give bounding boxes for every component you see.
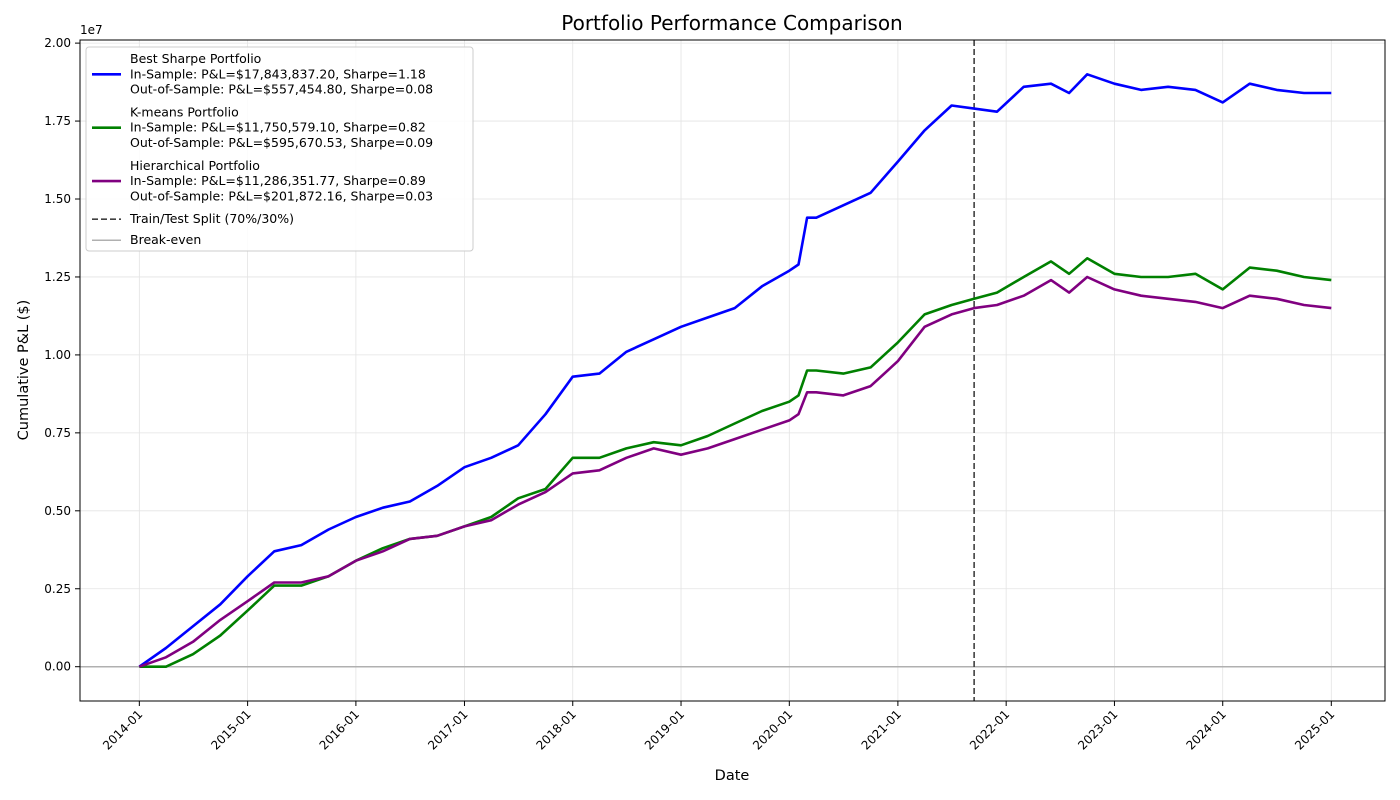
legend-entry-text: Break-even <box>130 232 201 247</box>
y-offset-label: 1e7 <box>80 23 103 37</box>
y-tick-label: 1.50 <box>44 192 71 206</box>
series-lines <box>138 73 1332 668</box>
legend-entry-text: Train/Test Split (70%/30%) <box>129 211 294 226</box>
x-tick-label: 2025-01 <box>1292 707 1337 752</box>
legend-entry-text: Out-of-Sample: P&L=$595,670.53, Sharpe=0… <box>130 135 433 150</box>
legend-entry-text: In-Sample: P&L=$11,286,351.77, Sharpe=0.… <box>130 173 426 188</box>
y-tick-label: 0.75 <box>44 426 71 440</box>
y-tick-label: 0.00 <box>44 660 71 674</box>
series-line-0 <box>138 73 1332 668</box>
x-tick-label: 2015-01 <box>208 707 253 752</box>
chart-title: Portfolio Performance Comparison <box>561 11 902 35</box>
x-tick-label: 2019-01 <box>642 707 687 752</box>
series-line-2 <box>138 275 1332 668</box>
series-line-1 <box>139 257 1332 668</box>
y-tick-label: 0.25 <box>44 582 71 596</box>
x-axis-ticks: 2014-01 2015-01 2016-01 2017-01 2018-01 2019-… <box>100 701 1337 753</box>
y-tick-label: 1.75 <box>44 114 71 128</box>
x-tick-label: 2018-01 <box>534 707 579 752</box>
legend-entry-text: Hierarchical Portfolio <box>130 158 260 173</box>
legend-entry-text: Best Sharpe Portfolio <box>130 51 261 66</box>
x-tick-label: 2021-01 <box>859 707 904 752</box>
y-tick-label: 0.50 <box>44 504 71 518</box>
y-axis-title: Cumulative P&L ($) <box>16 300 32 441</box>
x-axis-title: Date <box>715 768 750 784</box>
x-tick-label: 2017-01 <box>425 707 470 752</box>
y-axis-ticks: 0.00 0.25 0.50 0.75 1.00 1.25 1.50 1.75 2.00 <box>44 36 80 674</box>
legend-entry-text: In-Sample: P&L=$17,843,837.20, Sharpe=1.… <box>130 66 426 81</box>
legend-entry-text: Out-of-Sample: P&L=$557,454.80, Sharpe=0… <box>130 82 433 97</box>
y-tick-label: 2.00 <box>44 36 71 50</box>
x-tick-label: 2022-01 <box>967 707 1012 752</box>
x-tick-label: 2024-01 <box>1183 707 1228 752</box>
y-tick-label: 1.25 <box>44 270 71 284</box>
legend-entry-text: In-Sample: P&L=$11,750,579.10, Sharpe=0.… <box>130 120 426 135</box>
x-tick-label: 2016-01 <box>317 707 362 752</box>
legend-box <box>85 46 474 252</box>
x-tick-label: 2020-01 <box>750 707 795 752</box>
x-tick-label: 2023-01 <box>1075 707 1120 752</box>
plot-area <box>79 39 1386 702</box>
reference-lines <box>80 40 1385 701</box>
y-tick-label: 1.00 <box>44 348 71 362</box>
legend-entry-text: Out-of-Sample: P&L=$201,872.16, Sharpe=0… <box>130 188 433 203</box>
legend-entry-text: K-means Portfolio <box>130 104 239 119</box>
x-tick-label: 2014-01 <box>100 707 145 752</box>
